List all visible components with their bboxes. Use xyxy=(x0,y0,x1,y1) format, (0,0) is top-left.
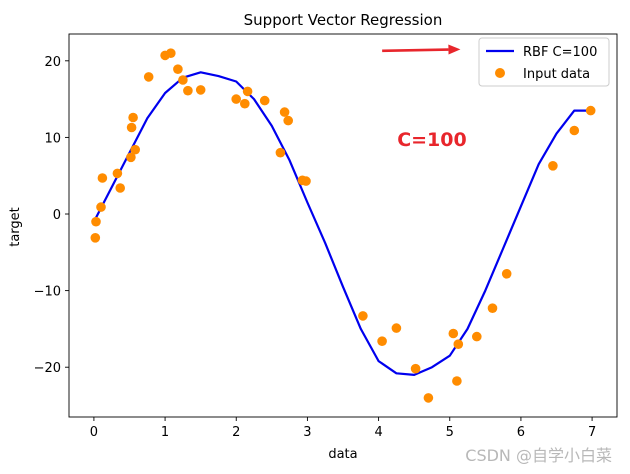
input-data-point xyxy=(487,303,498,314)
plot-area xyxy=(68,33,618,418)
input-data-point xyxy=(279,107,290,117)
y-axis-title: target xyxy=(8,207,23,247)
legend-label-rbf: RBF C=100 xyxy=(523,45,597,60)
input-data-point xyxy=(548,161,558,171)
input-data-point xyxy=(585,105,596,116)
watermark: CSDN @自学小白菜 xyxy=(465,446,612,465)
input-data-point xyxy=(173,64,183,74)
y-tick-label: 10 xyxy=(44,131,61,146)
input-data-point xyxy=(90,233,101,243)
legend-label-input: Input data xyxy=(523,67,590,82)
input-data-point xyxy=(231,94,241,104)
input-data-point xyxy=(115,183,125,193)
input-data-point xyxy=(423,393,434,403)
annotation-arrow-head xyxy=(448,44,461,55)
rbf-line-layer xyxy=(92,71,593,376)
input-data-point xyxy=(358,311,368,321)
input-data-point xyxy=(126,152,136,163)
input-data-point xyxy=(126,122,137,133)
annotation-layer: C=100 xyxy=(382,44,467,151)
input-data-point xyxy=(391,323,402,333)
input-data-point xyxy=(128,112,138,123)
input-data-point xyxy=(448,328,459,339)
input-data-point xyxy=(377,336,387,347)
input-data-point xyxy=(569,125,580,136)
x-tick-label: 7 xyxy=(588,425,596,440)
input-data-point xyxy=(130,144,140,155)
input-data-point xyxy=(195,85,206,95)
x-tick-label: 6 xyxy=(517,425,525,440)
input-data-point xyxy=(410,363,421,374)
input-data-point xyxy=(143,72,154,82)
chart-title: Support Vector Regression xyxy=(244,11,443,29)
y-tick-label: 0 xyxy=(53,208,61,223)
x-tick-label: 5 xyxy=(446,425,454,440)
y-tick-label: 20 xyxy=(44,55,61,70)
input-data-point xyxy=(91,216,101,227)
input-data-point xyxy=(183,85,193,96)
x-tick-label: 2 xyxy=(232,425,240,440)
input-data-point xyxy=(178,75,188,85)
x-axis-title: data xyxy=(328,447,357,462)
annotation-label: C=100 xyxy=(397,129,467,151)
annotation-arrow-shaft xyxy=(382,48,449,53)
input-data-point xyxy=(97,173,108,183)
input-points-layer xyxy=(90,48,596,403)
input-data-point xyxy=(242,86,253,97)
y-tick-label: −10 xyxy=(34,285,61,300)
x-tick-label: 0 xyxy=(90,425,98,440)
input-data-point xyxy=(259,95,270,106)
x-tick-label: 4 xyxy=(374,425,382,440)
legend-point-swatch xyxy=(495,68,505,78)
input-data-point xyxy=(452,376,462,386)
x-axis-ticks: 0 1 2 3 4 5 6 7 xyxy=(90,417,596,440)
input-data-point xyxy=(275,147,286,158)
input-data-point xyxy=(240,98,250,109)
input-data-point xyxy=(301,176,311,186)
legend: RBF C=100 Input data xyxy=(478,37,610,87)
input-data-point xyxy=(472,331,482,342)
input-data-point xyxy=(283,115,294,126)
input-data-point xyxy=(453,339,464,350)
y-axis-ticks: −20 −10 0 10 20 xyxy=(34,55,69,376)
x-tick-label: 1 xyxy=(161,425,169,440)
input-data-point xyxy=(501,269,512,279)
y-tick-label: −20 xyxy=(34,361,61,376)
input-data-point xyxy=(112,168,123,179)
x-tick-label: 3 xyxy=(303,425,311,440)
rbf-regression-line xyxy=(92,71,593,376)
input-data-point xyxy=(96,202,106,212)
input-data-point xyxy=(166,48,176,58)
